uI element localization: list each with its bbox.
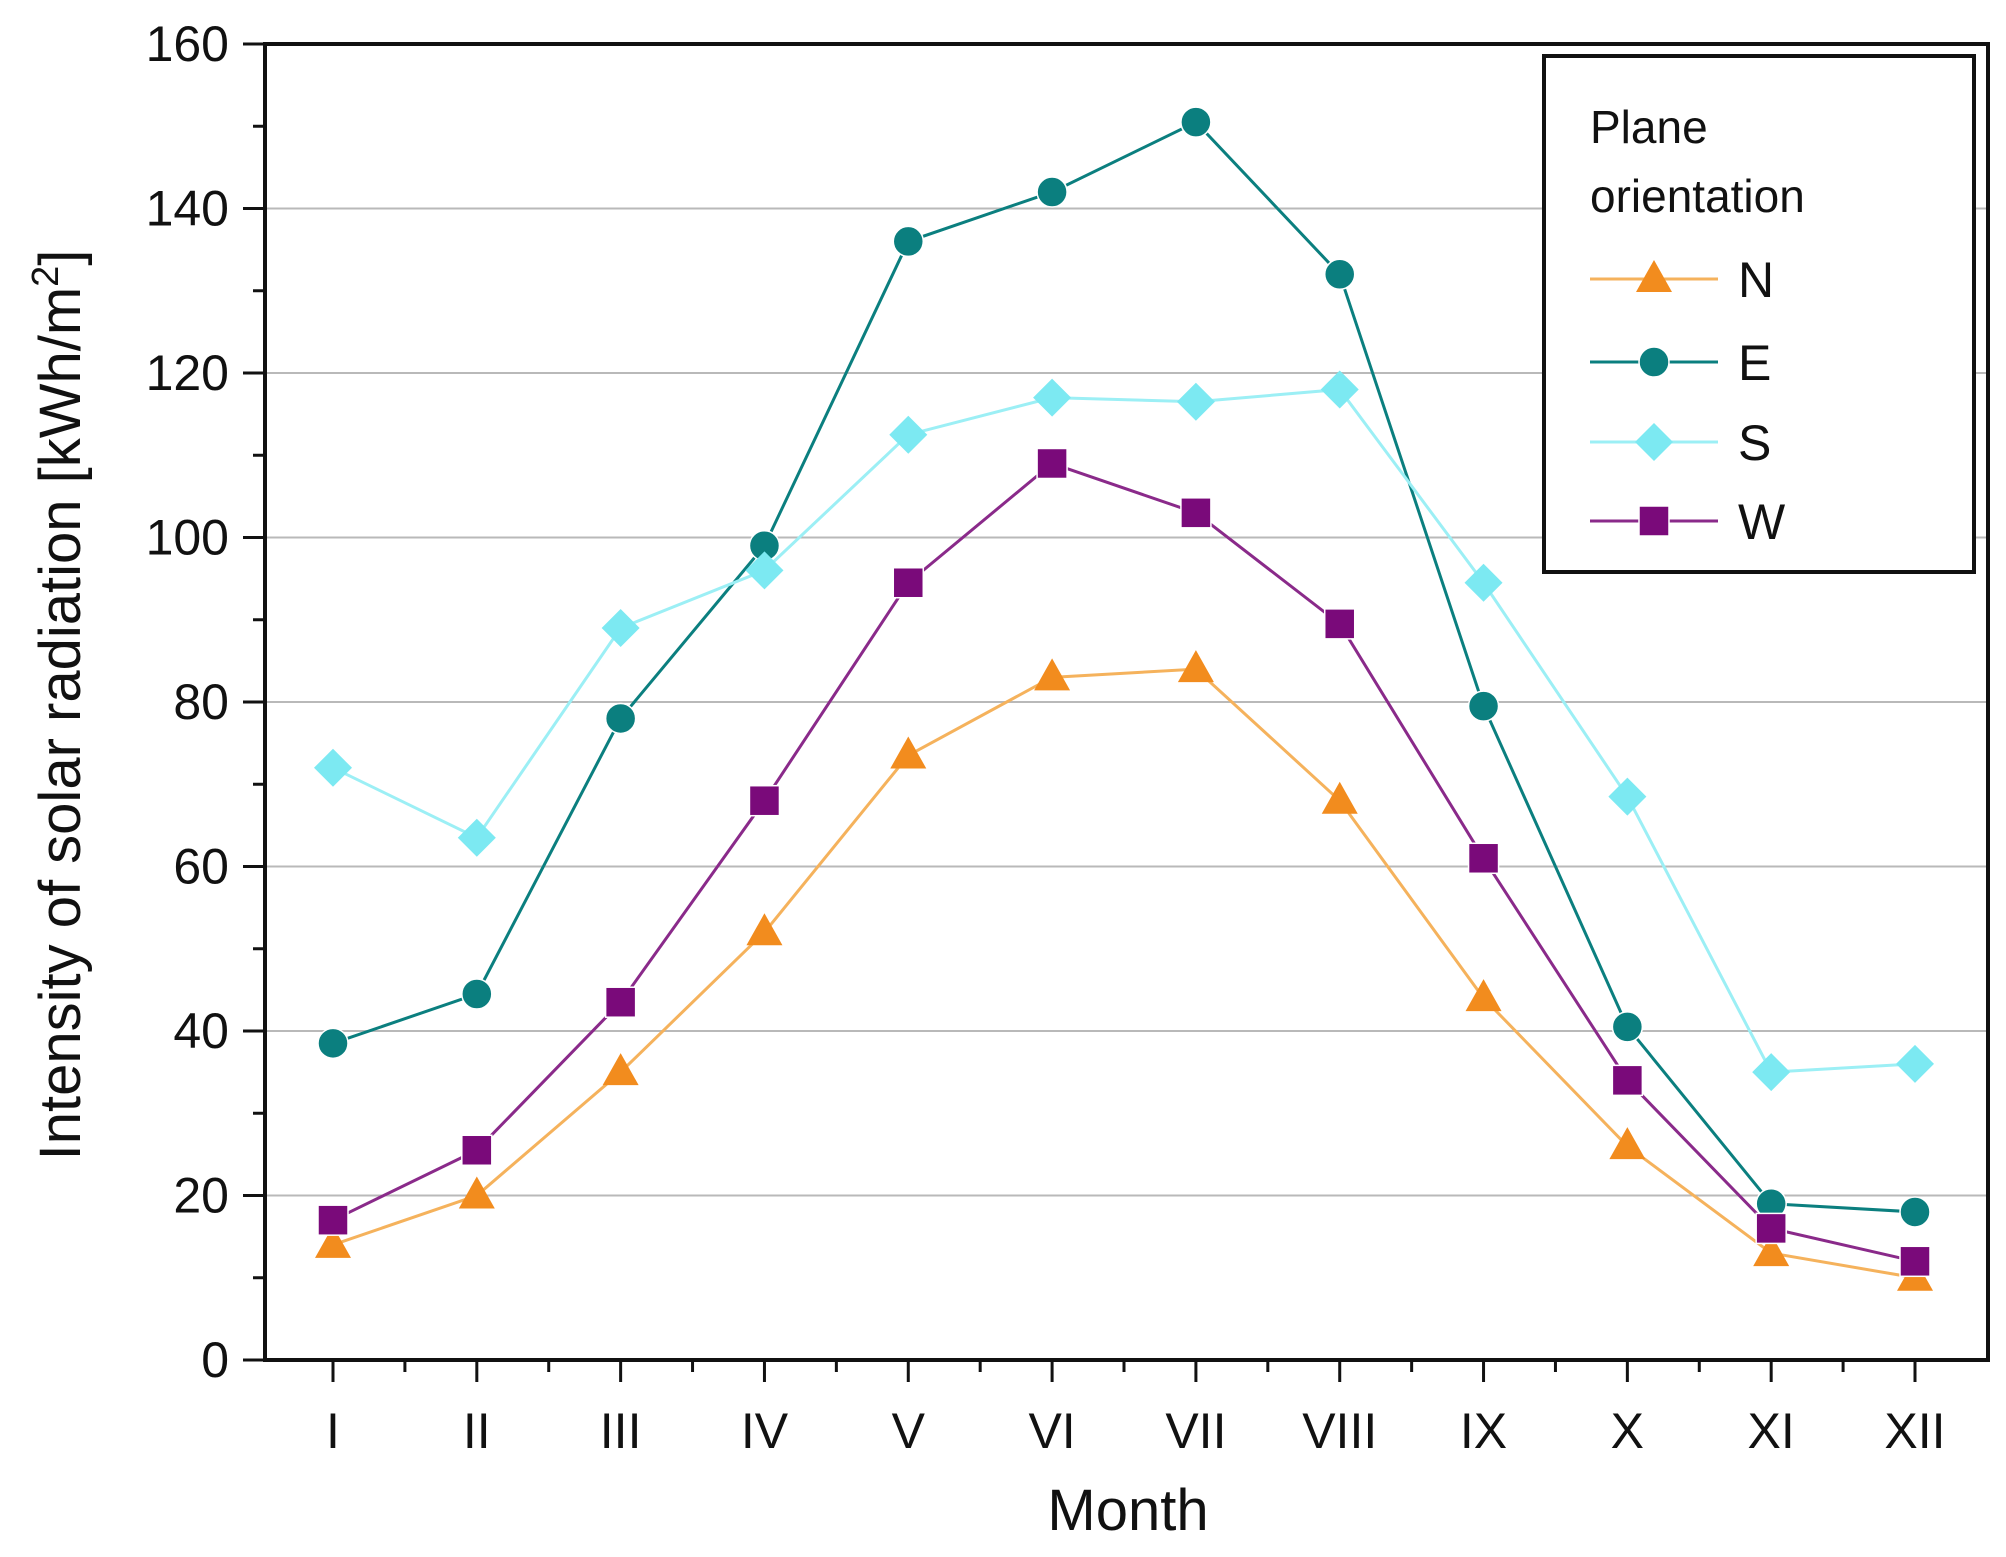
data-point-s [1752,1053,1791,1092]
data-point-s [1464,563,1503,602]
series-line-s [332,387,1916,1074]
y-axis-title-suffix: ] [28,250,93,266]
data-point-w [317,1204,349,1236]
data-point-s [1320,370,1359,409]
data-point-w [748,784,781,817]
x-tick-label: II [463,1403,491,1459]
legend-marker-w [1638,505,1670,537]
data-point-n [458,1176,495,1209]
data-point-w [1467,842,1500,875]
series-line-e [332,120,1916,1214]
x-tick-label: VI [1028,1403,1075,1459]
x-tick-label: IX [1460,1403,1507,1459]
y-tick-label: 140 [146,181,229,237]
data-point-e [1611,1011,1644,1043]
y-tick-label: 40 [173,1003,229,1059]
legend-title-line1: Plane [1590,101,1708,153]
data-point-e [1467,690,1500,722]
data-point-s [1896,1044,1934,1083]
data-point-e [1899,1196,1931,1228]
series-line-w [332,461,1916,1263]
data-point-n [746,913,783,946]
data-point-e [892,225,925,258]
data-point-n [1609,1127,1646,1160]
x-tick-label: X [1611,1403,1644,1459]
data-point-e [1180,106,1212,138]
data-point-s [1608,777,1647,816]
x-tick-label: IV [741,1403,789,1459]
legend-marker-n [1636,260,1672,292]
data-point-w [1755,1212,1787,1245]
data-point-w [1036,447,1068,480]
data-point-n [1753,1234,1790,1267]
y-tick-label: 60 [173,839,229,895]
y-tick-label: 120 [146,345,229,401]
data-point-n [1177,650,1214,683]
x-tick-label: VII [1165,1403,1226,1459]
data-point-s [745,551,784,590]
data-point-n [890,736,927,769]
x-tick-label: XI [1748,1403,1795,1459]
y-tick-label: 20 [173,1168,229,1224]
data-point-e [317,1027,349,1060]
x-axis-ticks: I II III IV V VI VII VIII IX X XI XII [326,1360,1946,1459]
y-axis-title-superscript: 2 [25,266,67,287]
data-point-n [1321,781,1358,814]
data-point-s [1033,378,1072,417]
series-markers [314,106,1934,1291]
y-axis-title-text: Intensity of solar radiation [kWh/m [28,287,93,1161]
legend-marker-e [1638,346,1670,378]
gridlines [265,207,1988,1197]
legend-label-s: S [1738,415,1771,471]
series-line-n [332,667,1916,1280]
legend-box [1542,54,1976,574]
data-point-e [1036,176,1068,208]
x-axis-title: Month [1047,1478,1208,1543]
data-point-n [315,1225,351,1258]
data-point-n [1034,658,1071,691]
data-point-w [604,986,637,1018]
y-axis-ticks: 0 20 40 60 80 100 120 140 160 [146,16,265,1388]
data-point-w [892,566,925,599]
data-point-w [1899,1245,1931,1278]
x-tick-label: V [892,1403,926,1459]
data-point-s [314,748,352,787]
data-point-s [457,818,496,857]
x-tick-label: XII [1884,1403,1945,1459]
data-point-e [604,702,637,735]
legend-label-e: E [1738,335,1771,391]
y-tick-label: 0 [201,1332,229,1388]
legend-label-n: N [1738,252,1774,308]
x-tick-label: III [600,1403,642,1459]
data-point-w [1180,497,1212,529]
x-tick-label: VIII [1302,1403,1377,1459]
data-point-s [601,608,640,647]
data-point-w [1611,1064,1644,1097]
y-tick-label: 160 [146,16,229,72]
data-point-s [889,415,928,454]
data-point-w [1323,608,1356,640]
legend-marker-s [1635,423,1673,461]
x-tick-label: I [326,1403,340,1459]
series-lines [332,120,1916,1280]
data-point-w [461,1134,493,1167]
data-point-n [1465,979,1502,1012]
legend-title-line2: orientation [1590,170,1805,222]
data-point-e [1323,258,1356,291]
legend-label-w: W [1738,494,1786,550]
data-point-s [1176,382,1215,421]
data-point-e [461,978,493,1010]
y-tick-label: 100 [146,510,229,566]
y-axis-title: Intensity of solar radiation [kWh/m2] [25,250,93,1161]
data-point-n [602,1053,639,1086]
y-tick-label: 80 [173,674,229,730]
